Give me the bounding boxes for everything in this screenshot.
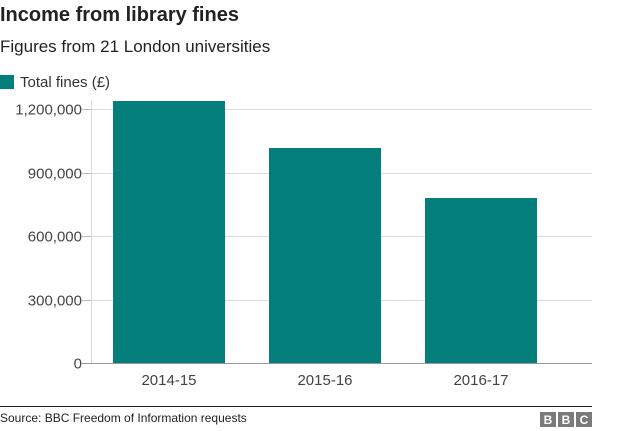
y-tick <box>82 109 91 110</box>
chart-title: Income from library fines <box>0 4 239 26</box>
y-tick-label: 0 <box>73 355 82 373</box>
plot-area: 0 300,000 600,000 900,000 1,200,000 2014-15 20… <box>15 100 592 389</box>
bbc-logo-letter: B <box>540 412 556 427</box>
chart-subtitle: Figures from 21 London universities <box>0 37 271 56</box>
x-tick-label: 2014-15 <box>141 372 197 389</box>
y-axis-line <box>91 100 92 364</box>
y-tick <box>82 300 91 301</box>
footer-divider <box>0 406 592 407</box>
x-tick-label: 2016-17 <box>453 372 509 389</box>
y-tick <box>82 236 91 237</box>
x-axis-baseline <box>82 363 592 364</box>
bar-2014-15 <box>113 101 225 363</box>
y-tick-label: 300,000 <box>27 292 82 310</box>
y-tick <box>82 173 91 174</box>
bar-2015-16 <box>269 148 381 363</box>
y-tick-label: 600,000 <box>27 228 82 246</box>
x-tick-label: 2015-16 <box>297 372 353 389</box>
bar-2016-17 <box>425 198 537 363</box>
bbc-logo-letter: C <box>576 412 592 427</box>
bbc-logo: B B C <box>540 412 592 427</box>
legend-label: Total fines (£) <box>20 73 111 91</box>
legend-swatch <box>0 75 14 89</box>
y-tick-label: 1,200,000 <box>15 101 82 119</box>
legend: Total fines (£) <box>0 73 110 91</box>
gridline <box>91 109 592 110</box>
bbc-logo-letter: B <box>558 412 574 427</box>
y-tick-label: 900,000 <box>27 165 82 183</box>
source-note: Source: BBC Freedom of Information reque… <box>0 411 247 425</box>
